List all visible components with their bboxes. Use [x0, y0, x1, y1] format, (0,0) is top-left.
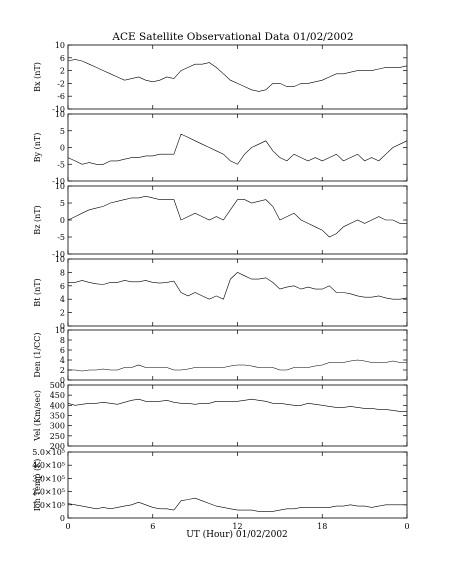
y-tick-label: 1.0×10⁵: [32, 501, 65, 510]
panel-frame: [67, 44, 408, 110]
y-tick-label: 6: [60, 54, 65, 63]
y-tick-label: 2: [60, 309, 65, 318]
y-tick-label: 6: [60, 282, 65, 291]
panel-frame: [67, 185, 408, 255]
series-line: [68, 272, 408, 300]
panel-frame: [67, 113, 408, 182]
panel-1: 10 6 2 -2 -6 -10 Bx (nT): [33, 41, 408, 114]
y-tick-label: 500: [50, 381, 65, 390]
y-tick-label: 250: [50, 432, 65, 441]
y-tick-label: 300: [50, 422, 65, 431]
y-axis-label: Bt (nT): [33, 278, 42, 306]
y-tick-label: 5.0×10⁵: [32, 448, 65, 457]
y-tick-label: 350: [50, 412, 65, 421]
y-tick-label: 4.0×10⁵: [32, 461, 65, 470]
panel-frame: [67, 258, 408, 327]
panel-frame: [67, 451, 408, 519]
series-line: [67, 59, 408, 92]
y-tick-label: 10: [55, 326, 65, 335]
y-axis-label: By (nT): [33, 133, 42, 163]
x-tick-label: 6: [150, 522, 155, 531]
y-tick-label: 0: [60, 376, 65, 385]
y-tick-label: -2: [57, 79, 65, 88]
y-tick-label: 0: [60, 322, 65, 331]
series-line: [67, 195, 407, 238]
y-tick-label: 8: [60, 336, 65, 345]
panel-4: 10 8 6 4 2 0 Bt (nT): [33, 255, 408, 331]
y-tick-label: 2.0×10⁵: [32, 488, 65, 497]
x-tick-label: 0: [404, 522, 409, 531]
y-tick-label: 0: [60, 514, 65, 523]
x-tick-label: 18: [317, 522, 327, 531]
y-tick-label: 8: [60, 268, 65, 277]
x-tick-label: 12: [232, 522, 242, 531]
panel-7: 5.0×10⁵ 4.0×10⁵ 3.0×10⁵ 2.0×10⁵ 1.0×10⁵ 0 Ion …: [32, 448, 408, 523]
y-axis-label: Vel (Km/sec): [33, 390, 42, 442]
panel-frame: [67, 384, 408, 447]
x-axis-tick-labels: 0 6 12 18 0: [65, 522, 409, 531]
y-tick-label: 0: [60, 216, 65, 225]
panel-frame: [67, 329, 408, 381]
y-tick-label: 2: [60, 67, 65, 76]
y-tick-label: 4: [60, 295, 65, 304]
y-tick-label: 200: [50, 442, 65, 451]
y-tick-label: -10: [52, 177, 65, 186]
y-tick-label: -5: [57, 160, 65, 169]
y-tick-label: -10: [52, 105, 65, 114]
series-line: [68, 359, 407, 372]
series-line: [67, 133, 408, 165]
y-tick-label: 6: [60, 346, 65, 355]
y-tick-label: 10: [55, 110, 65, 119]
y-tick-label: 450: [50, 391, 65, 400]
y-axis-label: Den (1/CC): [33, 332, 42, 377]
panel-3: 10 5 0 -5 -10 Bz (nT): [33, 182, 408, 259]
y-tick-label: 10: [55, 41, 65, 50]
series-line: [67, 398, 407, 412]
y-axis-label: Bz (nT): [33, 205, 42, 234]
y-axis-label: Bx (nT): [33, 62, 42, 92]
y-tick-label: 10: [55, 182, 65, 191]
y-tick-label: 400: [50, 401, 65, 410]
y-axis-label: Ion Temp (K): [33, 459, 42, 512]
y-tick-label: 10: [55, 255, 65, 264]
y-tick-label: 0: [60, 144, 65, 153]
y-tick-label: 3.0×10⁵: [32, 474, 65, 483]
chart-title: ACE Satellite Observational Data 01/02/2…: [111, 31, 353, 43]
y-tick-label: 5: [60, 199, 65, 208]
y-tick-label: -6: [57, 92, 65, 101]
x-axis-label: UT (Hour) 01/02/2002: [186, 529, 288, 540]
y-tick-label: -10: [52, 250, 65, 259]
x-tick-label: 0: [65, 522, 70, 531]
y-tick-label: 5: [60, 127, 65, 136]
y-tick-label: -5: [57, 233, 65, 242]
y-tick-label: 4: [60, 356, 65, 365]
series-line: [67, 497, 407, 512]
panels: 10 6 2 -2 -6 -10 Bx (nT) 10 5 0 -5 -10 By (nT) 10 5 0 -5…: [32, 41, 408, 523]
y-tick-label: 2: [60, 366, 65, 375]
panel-2: 10 5 0 -5 -10 By (nT): [33, 110, 408, 186]
